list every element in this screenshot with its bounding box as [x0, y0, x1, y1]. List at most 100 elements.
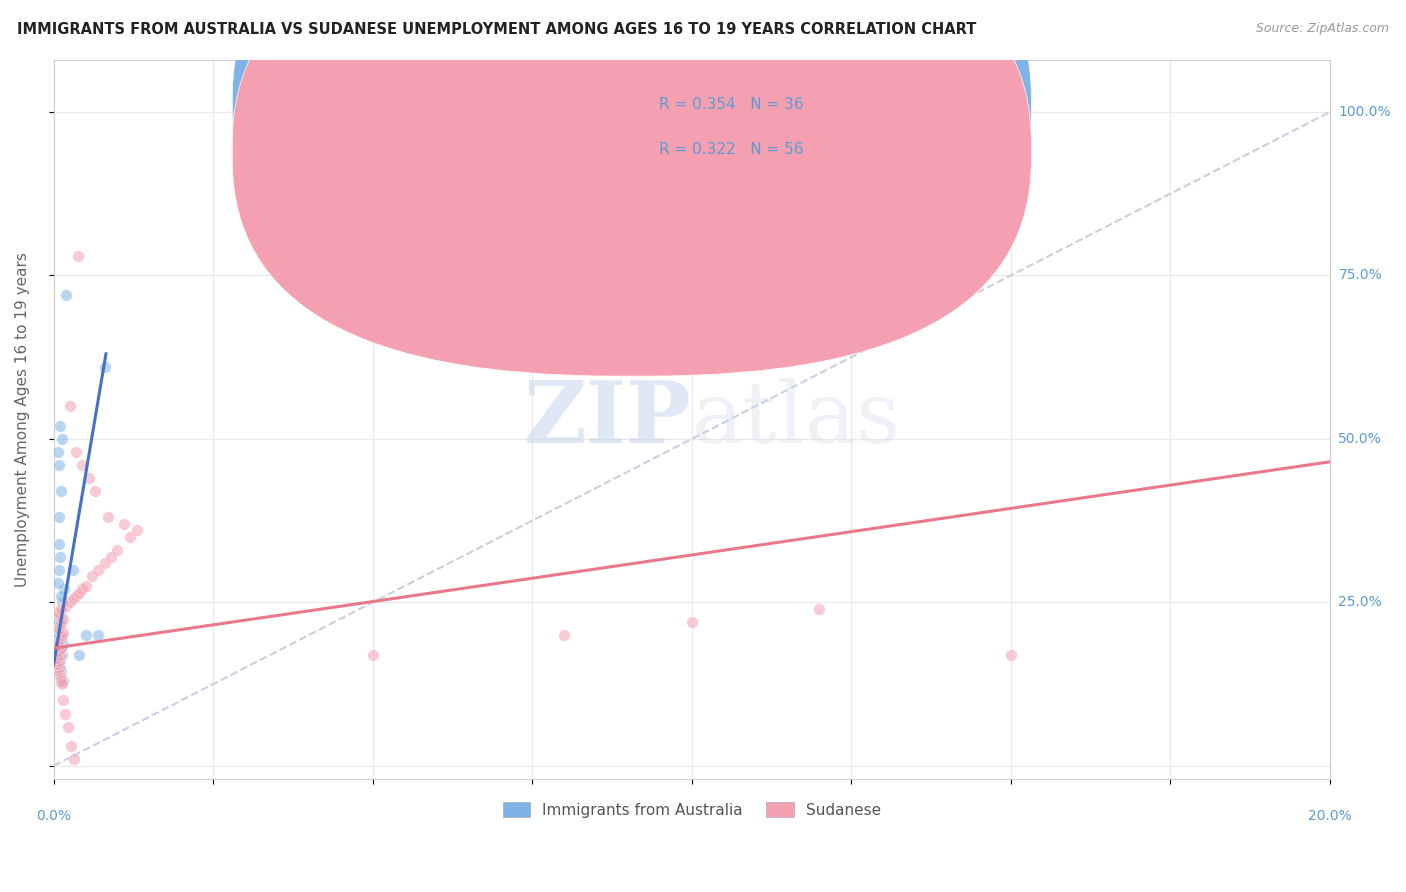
Point — [62, 592, 84, 607]
Point — [67, 585, 90, 599]
Text: R = 0.354   N = 36: R = 0.354 N = 36 — [658, 97, 803, 112]
Point — [120, 530, 142, 544]
Text: 75.0%: 75.0% — [1339, 268, 1382, 283]
Point — [48, 510, 70, 524]
Point — [87, 563, 110, 577]
Point — [1000, 648, 1022, 662]
Point — [49, 654, 72, 668]
FancyBboxPatch shape — [232, 0, 1032, 331]
Point — [48, 458, 70, 472]
Point — [46, 657, 69, 672]
Point — [48, 634, 70, 648]
Point — [49, 618, 72, 632]
Point — [49, 661, 72, 675]
Point — [51, 638, 73, 652]
Point — [48, 563, 70, 577]
Point — [46, 605, 69, 619]
Text: 25.0%: 25.0% — [1339, 595, 1382, 609]
FancyBboxPatch shape — [599, 78, 936, 182]
Point — [51, 664, 73, 678]
Point — [51, 641, 73, 656]
Point — [51, 589, 73, 603]
Point — [93, 556, 115, 570]
Point — [553, 628, 575, 642]
Text: R = 0.322   N = 56: R = 0.322 N = 56 — [658, 142, 803, 157]
Point — [49, 484, 72, 499]
Point — [72, 582, 94, 597]
Point — [65, 589, 87, 603]
Point — [63, 752, 86, 766]
Point — [46, 667, 69, 681]
Point — [48, 644, 70, 658]
Y-axis label: Unemployment Among Ages 16 to 19 years: Unemployment Among Ages 16 to 19 years — [15, 252, 30, 587]
Point — [51, 671, 73, 685]
Point — [52, 693, 75, 707]
Point — [49, 418, 72, 433]
Legend: Immigrants from Australia, Sudanese: Immigrants from Australia, Sudanese — [495, 794, 889, 825]
Point — [48, 638, 70, 652]
Point — [46, 575, 69, 590]
Point — [67, 648, 90, 662]
Point — [58, 595, 80, 609]
Point — [49, 667, 72, 681]
Point — [48, 654, 70, 668]
Text: 100.0%: 100.0% — [1339, 105, 1391, 119]
Point — [51, 641, 73, 656]
Point — [55, 599, 77, 613]
Point — [112, 516, 135, 531]
Text: Source: ZipAtlas.com: Source: ZipAtlas.com — [1256, 22, 1389, 36]
Point — [66, 249, 89, 263]
Point — [48, 536, 70, 550]
Point — [93, 359, 115, 374]
Point — [45, 664, 67, 678]
Point — [72, 458, 94, 472]
Point — [52, 624, 75, 639]
Point — [62, 563, 84, 577]
Point — [52, 673, 75, 688]
Point — [681, 615, 703, 629]
Point — [46, 615, 69, 629]
Point — [97, 510, 120, 524]
Point — [65, 445, 87, 459]
Text: atlas: atlas — [692, 377, 901, 461]
Point — [51, 432, 73, 446]
Point — [51, 648, 73, 662]
Point — [49, 549, 72, 564]
Point — [46, 651, 69, 665]
FancyBboxPatch shape — [232, 0, 1032, 376]
Point — [361, 648, 384, 662]
Text: 50.0%: 50.0% — [1339, 432, 1382, 446]
Point — [77, 471, 100, 485]
Point — [48, 657, 70, 672]
Point — [46, 445, 69, 459]
Point — [49, 608, 72, 623]
Point — [48, 622, 70, 636]
Text: 20.0%: 20.0% — [1308, 809, 1353, 823]
Point — [53, 706, 76, 721]
Point — [48, 622, 70, 636]
Text: IMMIGRANTS FROM AUSTRALIA VS SUDANESE UNEMPLOYMENT AMONG AGES 16 TO 19 YEARS COR: IMMIGRANTS FROM AUSTRALIA VS SUDANESE UN… — [17, 22, 976, 37]
Point — [46, 651, 69, 665]
Point — [51, 677, 73, 691]
Point — [84, 484, 107, 499]
Point — [52, 582, 75, 597]
Point — [48, 608, 70, 623]
Point — [51, 612, 73, 626]
Point — [58, 399, 80, 413]
Text: ZIP: ZIP — [524, 377, 692, 461]
Point — [60, 739, 83, 754]
Point — [107, 543, 129, 558]
Point — [808, 602, 831, 616]
Point — [49, 602, 72, 616]
Point — [48, 628, 70, 642]
Point — [125, 524, 148, 538]
Point — [80, 569, 103, 583]
Point — [51, 595, 73, 609]
Point — [55, 288, 77, 302]
Point — [49, 673, 72, 688]
Point — [46, 634, 69, 648]
Point — [49, 648, 72, 662]
Point — [48, 661, 70, 675]
Point — [49, 632, 72, 646]
Point — [49, 632, 72, 646]
